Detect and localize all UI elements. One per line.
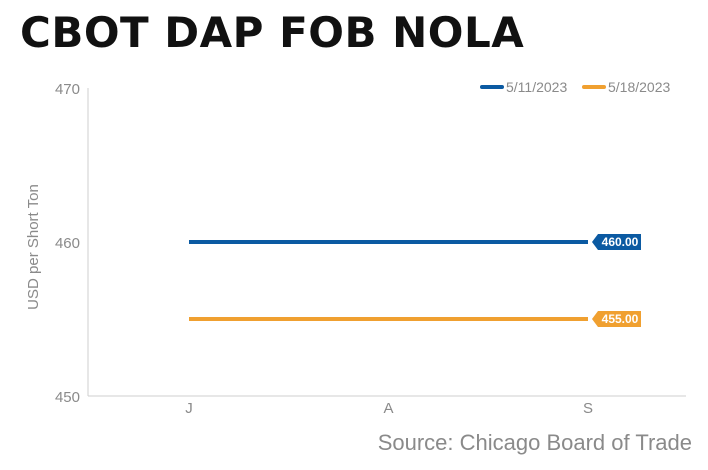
data-label-tag [592,234,641,250]
legend-label: 5/11/2023 [506,79,567,95]
y-axis-label: USD per Short Ton [25,184,42,310]
y-tick-label: 450 [55,389,80,406]
y-ticks: 450 460 470 [55,81,80,406]
y-tick-label: 460 [55,235,80,252]
legend: 5/11/2023 5/18/2023 [480,79,670,95]
x-tick-label: A [383,400,393,417]
data-label-tag [592,311,641,327]
y-tick-label: 470 [55,81,80,98]
data-label: 455.00 [602,312,639,326]
series-group: 460.00 455.00 [189,234,641,327]
source-note: Source: Chicago Board of Trade [377,430,692,455]
data-label: 460.00 [602,235,639,249]
x-tick-label: S [583,400,593,417]
chart-title: CBOT DAP FOB NOLA [20,8,525,57]
x-tick-label: J [185,400,193,417]
legend-label: 5/18/2023 [608,79,670,95]
